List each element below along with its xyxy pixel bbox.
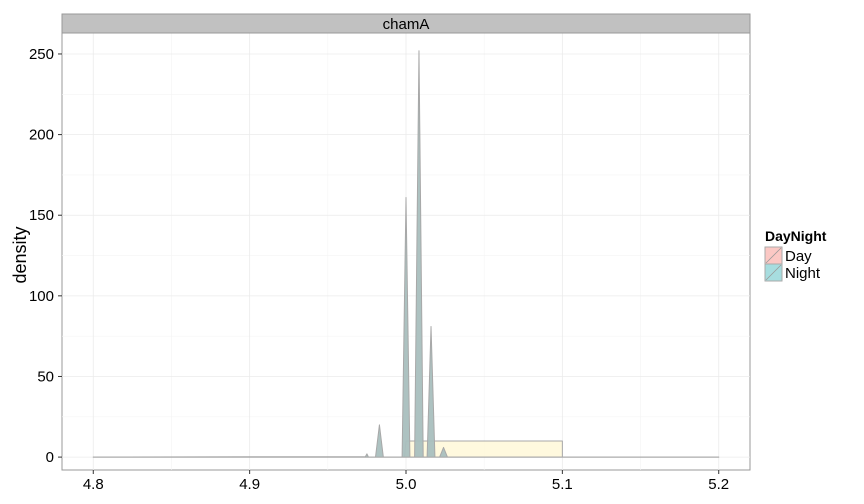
x-axis: 4.8 4.9 5.0 5.1 5.2: [83, 470, 729, 493]
legend: DayNight: [764, 246, 821, 282]
density-area-night: [92, 50, 720, 458]
density-areas: [92, 50, 720, 458]
y-tick-label: 100: [29, 288, 54, 305]
x-tick-label: 5.2: [708, 476, 729, 493]
x-tick-label: 5.1: [552, 476, 573, 493]
y-tick-label: 200: [29, 127, 54, 144]
legend-label-night: Night: [785, 265, 821, 282]
y-tick-label: 250: [29, 46, 54, 63]
x-tick-label: 4.9: [239, 476, 260, 493]
x-tick-label: 4.8: [83, 476, 104, 493]
legend-label-day: Day: [785, 248, 812, 265]
facet-strip: [61, 13, 751, 34]
facet-label: chamA: [383, 16, 430, 33]
y-tick-label: 150: [29, 207, 54, 224]
y-axis-title: density: [10, 226, 30, 283]
legend-key-slash: [765, 247, 782, 264]
legend-key-slash: [765, 264, 782, 281]
y-tick-label: 50: [37, 368, 54, 385]
legend-title: DayNight: [765, 228, 827, 244]
x-tick-label: 5.0: [396, 476, 417, 493]
y-axis: 0 50 100 150 200 250: [29, 46, 62, 466]
y-tick-label: 0: [46, 449, 54, 466]
